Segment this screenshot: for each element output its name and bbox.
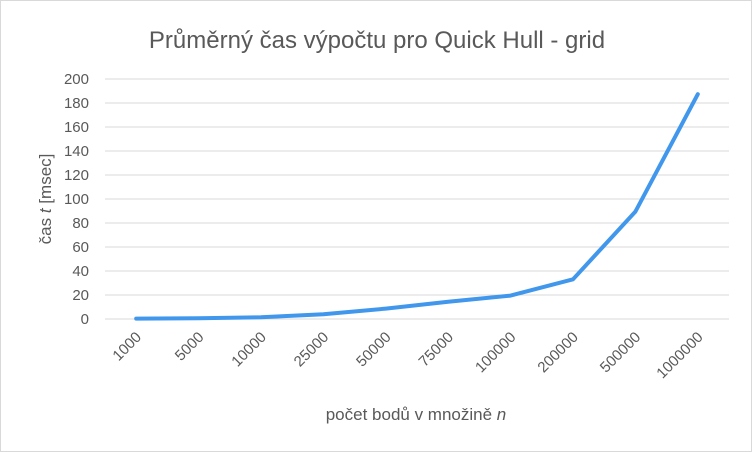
y-tick-label: 40 [72,263,89,280]
gridlines [105,78,729,320]
x-tick-label: 10000 [228,329,270,371]
y-tick-label: 80 [72,215,89,232]
x-tick-label: 200000 [534,329,581,376]
x-tick-label: 5000 [172,329,208,365]
y-axis-label: čas t [msec] [36,154,55,245]
y-tick-label: 100 [64,191,89,208]
y-tick-label: 20 [72,287,89,304]
x-axis-label: počet bodů v množině n [326,405,507,424]
y-axis-tick-labels: 0 20 40 60 80 100 120 140 160 180 200 [64,71,89,328]
series-group [134,92,700,321]
y-tick-label: 160 [64,119,89,136]
y-tick-label: 180 [64,95,89,112]
x-tick-label: 25000 [291,329,333,371]
y-tick-label: 200 [64,71,89,88]
x-tick-label: 1000000 [653,329,706,382]
x-axis-tick-labels: 1000 5000 10000 25000 50000 75000 100000 200000… [109,329,706,382]
series-line [134,92,700,321]
x-tick-label: 75000 [416,329,458,371]
x-tick-label: 1000 [109,329,145,365]
y-tick-label: 120 [64,167,89,184]
y-tick-label: 60 [72,239,89,256]
chart-title: Průměrný čas výpočtu pro Quick Hull - gr… [149,27,605,54]
x-tick-label: 100000 [472,329,519,376]
x-tick-label: 50000 [353,329,395,371]
y-tick-label: 0 [81,311,89,328]
y-tick-label: 140 [64,143,89,160]
x-tick-label: 500000 [597,329,644,376]
